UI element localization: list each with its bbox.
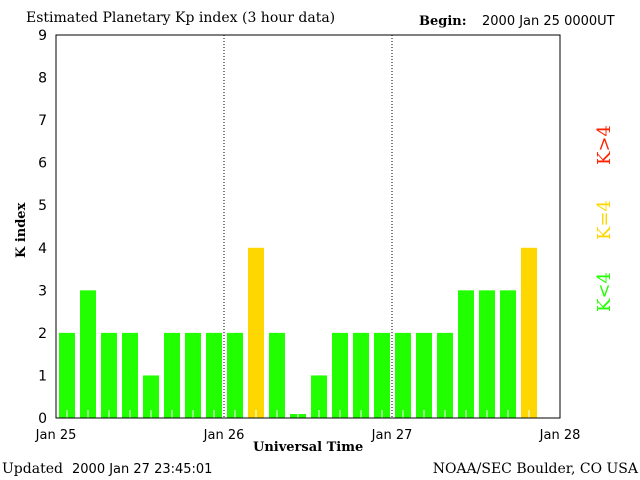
source-credit: NOAA/SEC Boulder, CO USA (432, 461, 638, 477)
y-tick-label: 9 (38, 28, 47, 44)
kp-bar (80, 290, 96, 418)
kp-bar (311, 375, 327, 418)
updated-label: Updated (2, 461, 63, 477)
y-tick-label: 2 (38, 326, 47, 342)
kp-bar (353, 332, 369, 418)
kp-bar (479, 290, 495, 418)
kp-bar (59, 332, 75, 418)
y-tick-label: 5 (38, 198, 47, 214)
x-tick-label: Jan 25 (35, 428, 77, 443)
kp-bar (521, 247, 537, 418)
y-tick-label: 3 (38, 283, 47, 299)
y-tick-label: 0 (38, 411, 47, 427)
begin-value: 2000 Jan 25 0000UT (482, 14, 615, 29)
kp-bar (206, 332, 222, 418)
kp-bar (164, 332, 180, 418)
kp-bar (416, 332, 432, 418)
x-tick-label: Jan 26 (203, 428, 245, 443)
kp-bar (500, 290, 516, 418)
begin-label: Begin: (419, 14, 467, 29)
kp-bar (185, 332, 201, 418)
kp-bar (248, 247, 264, 418)
y-tick-label: 4 (38, 241, 47, 257)
kp-bar (269, 332, 285, 418)
chart-title: Estimated Planetary Kp index (3 hour dat… (26, 10, 336, 26)
kp-bar (101, 332, 117, 418)
kp-bar (437, 332, 453, 418)
legend-label: K>4 (594, 125, 615, 165)
kp-bar (395, 332, 411, 418)
kp-bar (227, 332, 243, 418)
plot-frame (55, 34, 561, 419)
kp-bar (122, 332, 138, 418)
legend-label: K=4 (594, 200, 615, 240)
kp-bar (458, 290, 474, 418)
y-axis-label: K index (14, 202, 29, 258)
y-tick-label: 8 (38, 71, 47, 87)
legend-label: K<4 (594, 272, 615, 312)
x-tick-label: Jan 27 (371, 428, 413, 443)
kp-bar (143, 375, 159, 418)
updated-value: 2000 Jan 27 23:45:01 (72, 462, 213, 477)
y-tick-label: 6 (38, 156, 47, 172)
kp-bar (332, 332, 348, 418)
y-tick-label: 7 (38, 113, 47, 129)
kp-bar (374, 332, 390, 418)
y-tick-label: 1 (38, 368, 47, 384)
x-axis-label: Universal Time (253, 440, 364, 455)
x-tick-label: Jan 28 (539, 428, 581, 443)
